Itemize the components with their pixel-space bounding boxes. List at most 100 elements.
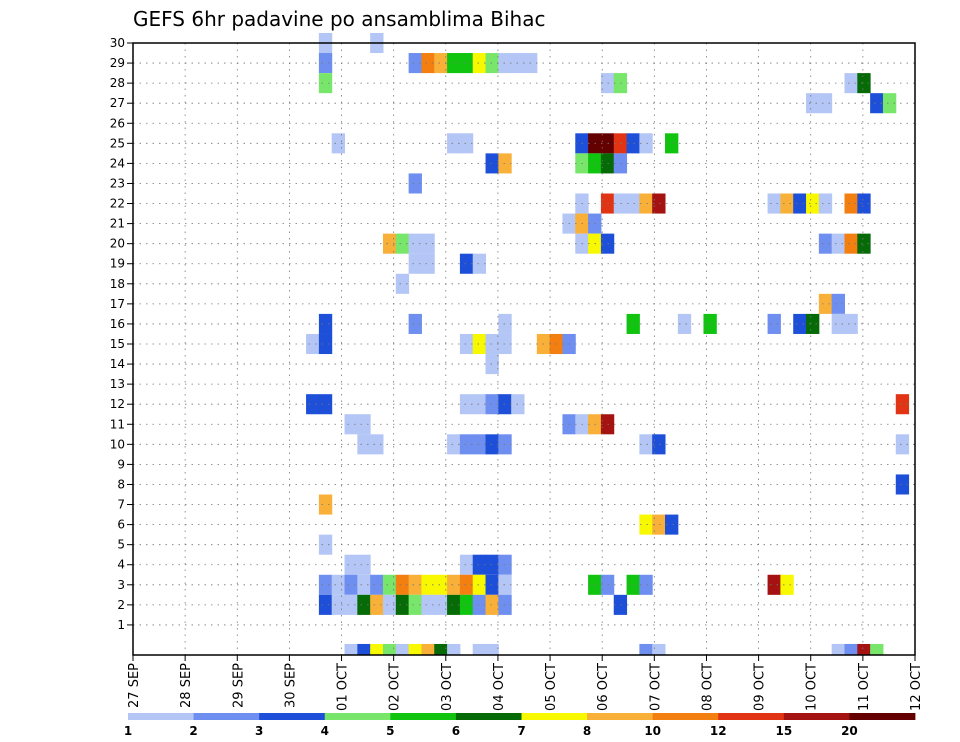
heatmap-cell xyxy=(613,193,628,214)
heatmap-cell xyxy=(421,233,435,254)
heatmap-cell xyxy=(318,574,333,595)
heatmap-cell xyxy=(357,574,371,595)
x-tick-label: 07 OCT xyxy=(648,663,663,711)
heatmap-cell xyxy=(831,233,845,254)
heatmap-cell xyxy=(793,193,807,214)
heatmap-cell xyxy=(331,574,346,595)
heatmap-cell xyxy=(806,313,820,334)
y-tick-label: 23 xyxy=(110,176,125,190)
heatmap-cell xyxy=(485,594,499,615)
heatmap-cell xyxy=(408,53,422,74)
heatmap-cell xyxy=(793,313,807,334)
heatmap-cell xyxy=(780,193,794,214)
heatmap-cell xyxy=(870,93,884,114)
x-tick-label: 04 OCT xyxy=(492,663,507,711)
heatmap-cell xyxy=(395,574,410,595)
heatmap-cell xyxy=(357,434,371,455)
heatmap-cell xyxy=(421,53,435,74)
colorbar-label: 5 xyxy=(386,724,394,738)
colorbar-legend: 1 2 3 4 5 6 7 8 10 12 15 20 xyxy=(124,713,916,738)
heatmap-cell xyxy=(498,394,512,415)
heatmap-cell xyxy=(472,394,487,415)
heatmap-cell xyxy=(459,434,474,455)
heatmap-cell xyxy=(395,273,410,294)
heatmap-cell xyxy=(357,643,371,655)
heatmap-cell xyxy=(472,643,487,655)
heatmap-cell xyxy=(613,73,628,94)
heatmap-cell xyxy=(806,93,820,114)
heatmap-cell xyxy=(613,153,628,174)
heatmap-cell xyxy=(485,53,499,74)
colorbar-label: 15 xyxy=(775,724,792,738)
y-tick-label: 9 xyxy=(117,457,125,471)
heatmap-cell xyxy=(472,53,487,74)
heatmap-cell xyxy=(408,643,422,655)
x-tick-label: 11 OCT xyxy=(857,663,872,711)
heatmap-cell xyxy=(395,643,410,655)
colorbar-swatch xyxy=(128,713,194,720)
heatmap-cell xyxy=(318,333,333,355)
x-tick-label: 02 OCT xyxy=(388,663,403,711)
heatmap-cell xyxy=(357,414,371,435)
heatmap-cell xyxy=(613,133,628,154)
heatmap-cell xyxy=(344,594,358,615)
heatmap-cell xyxy=(639,574,653,595)
heatmap-cell xyxy=(459,554,474,575)
heatmap-cell xyxy=(434,643,448,655)
chart-title: GEFS 6hr padavine po ansamblima Bihac xyxy=(133,7,545,31)
heatmap-cell xyxy=(857,193,871,214)
colorbar-label: 8 xyxy=(583,724,591,738)
heatmap-cell xyxy=(357,594,371,615)
x-tick-label: 29 SEP xyxy=(231,663,246,708)
heatmap-cell xyxy=(626,313,640,334)
heatmap-cell xyxy=(344,414,358,435)
colorbar-swatch xyxy=(652,713,719,720)
x-tick-label: 27 SEP xyxy=(127,663,142,708)
heatmap-cell xyxy=(485,354,499,375)
heatmap-cell xyxy=(421,594,435,615)
y-tick-label: 1 xyxy=(117,618,125,632)
heatmap-cell xyxy=(318,394,333,415)
heatmap-cell xyxy=(882,93,897,114)
heatmap-cell xyxy=(626,574,640,595)
heatmap-cell xyxy=(767,313,781,334)
heatmap-cell xyxy=(806,193,820,214)
heatmap-cells xyxy=(306,32,910,655)
heatmap-cell xyxy=(485,643,499,655)
heatmap-cell xyxy=(318,594,333,615)
y-tick-label: 17 xyxy=(110,297,125,311)
colorbar-label: 1 xyxy=(124,724,132,738)
colorbar-label: 3 xyxy=(255,724,263,738)
grid-lines xyxy=(133,42,915,655)
heatmap-cell xyxy=(318,534,333,555)
heatmap-cell xyxy=(498,554,512,575)
heatmap-cell xyxy=(331,133,346,154)
heatmap-cell xyxy=(767,574,781,595)
heatmap-cell xyxy=(485,574,499,595)
heatmap-cell xyxy=(331,594,346,615)
heatmap-cell xyxy=(844,193,858,214)
x-axis-ticks: 27 SEP 28 SEP 29 SEP 30 SEP 01 OCT 02 OCT 03 O… xyxy=(127,655,924,711)
y-tick-label: 13 xyxy=(110,377,125,391)
heatmap-cell xyxy=(870,643,884,655)
heatmap-cell xyxy=(626,193,640,214)
heatmap-cell xyxy=(434,574,448,595)
heatmap-cell xyxy=(318,313,333,334)
heatmap-cell xyxy=(639,434,653,455)
colorbar-swatch xyxy=(259,713,326,720)
heatmap-cell xyxy=(408,173,422,194)
heatmap-cell xyxy=(780,574,794,595)
y-tick-label: 7 xyxy=(117,498,125,512)
x-tick-label: 28 SEP xyxy=(179,663,194,708)
heatmap-cell xyxy=(498,594,512,615)
x-tick-label: 06 OCT xyxy=(596,663,611,711)
heatmap-cell xyxy=(472,594,487,615)
heatmap-cell xyxy=(857,233,871,254)
y-tick-label: 22 xyxy=(110,197,125,211)
colorbar-label: 12 xyxy=(710,724,727,738)
y-tick-label: 3 xyxy=(117,578,125,592)
heatmap-cell xyxy=(818,193,833,214)
heatmap-cell xyxy=(357,554,371,575)
heatmap-cell xyxy=(472,333,487,355)
